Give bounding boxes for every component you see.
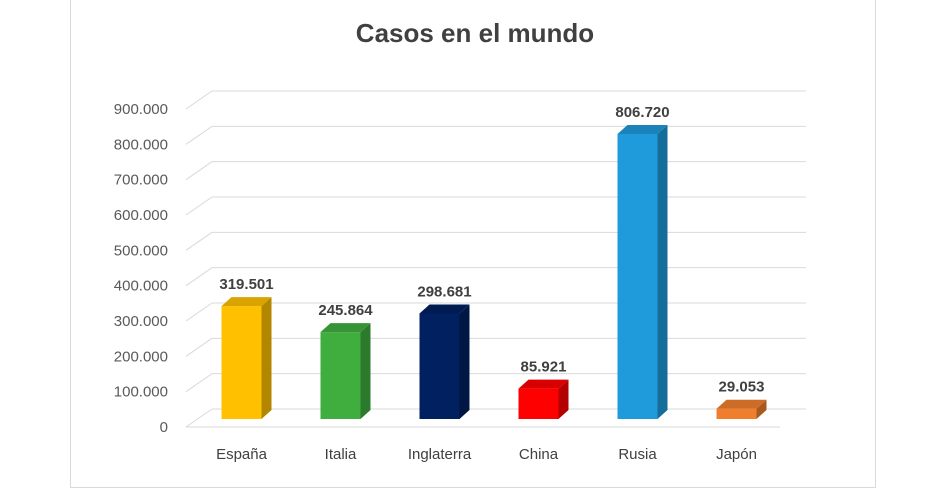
bar bbox=[617, 124, 668, 420]
bar-front bbox=[221, 306, 262, 419]
y-tick-label: 600.000 bbox=[114, 207, 168, 224]
y-tick-label: 700.000 bbox=[114, 172, 168, 189]
data-label: 319.501 bbox=[219, 276, 273, 293]
chart-title: Casos en el mundo bbox=[355, 18, 595, 48]
data-label: 806.720 bbox=[615, 104, 669, 121]
y-tick-label: 200.000 bbox=[114, 348, 168, 365]
bar-top bbox=[617, 124, 668, 134]
bar-front bbox=[617, 133, 658, 420]
y-tick-label: 500.000 bbox=[114, 242, 168, 259]
y-tick-label: 800.000 bbox=[114, 136, 168, 153]
gridline-side bbox=[185, 302, 213, 322]
bar-top bbox=[419, 304, 470, 314]
data-label: 298.681 bbox=[417, 283, 471, 300]
bar-side bbox=[657, 124, 668, 420]
gridline-side bbox=[185, 408, 213, 428]
category-label: China bbox=[519, 446, 559, 463]
bar-front bbox=[320, 332, 361, 419]
bar-side bbox=[459, 304, 470, 419]
category-label: Rusia bbox=[618, 446, 657, 463]
bar bbox=[419, 304, 470, 419]
y-axis-ticks: 0 100.000 200.000 300.000 400.000 500.000 600.… bbox=[114, 101, 168, 436]
bar-side bbox=[261, 297, 272, 419]
bar-front bbox=[419, 313, 460, 419]
gridline-side bbox=[185, 196, 213, 216]
y-tick-label: 900.000 bbox=[114, 101, 168, 118]
bar-top bbox=[320, 323, 371, 333]
gridline-side bbox=[185, 125, 213, 145]
bar bbox=[716, 399, 767, 419]
y-tick-label: 300.000 bbox=[114, 313, 168, 330]
category-label: Italia bbox=[325, 446, 357, 463]
y-tick-label: 0 bbox=[160, 419, 168, 436]
bar-side bbox=[360, 323, 371, 419]
gridline-side bbox=[185, 231, 213, 251]
gridlines bbox=[185, 90, 806, 428]
bar bbox=[221, 297, 272, 419]
category-label: España bbox=[216, 446, 268, 463]
category-label: Japón bbox=[716, 446, 757, 463]
data-label: 85.921 bbox=[521, 359, 567, 376]
bar-side bbox=[558, 379, 569, 419]
gridline-side bbox=[185, 337, 213, 357]
gridline-side bbox=[185, 373, 213, 393]
bar-top bbox=[716, 399, 767, 409]
bar-side bbox=[756, 399, 767, 419]
bar-top bbox=[221, 297, 272, 307]
bar-front bbox=[518, 388, 559, 419]
bar-front bbox=[716, 408, 757, 419]
bar bbox=[320, 323, 371, 419]
category-labels: España Italia Inglaterra China Rusia Japón bbox=[216, 446, 757, 463]
gridline-side bbox=[185, 90, 213, 110]
y-tick-label: 400.000 bbox=[114, 278, 168, 295]
category-label: Inglaterra bbox=[408, 446, 472, 463]
data-label: 245.864 bbox=[318, 302, 373, 319]
bar bbox=[518, 379, 569, 419]
data-label: 29.053 bbox=[719, 379, 765, 396]
bar-top bbox=[518, 379, 569, 389]
bars bbox=[221, 124, 767, 420]
gridline-side bbox=[185, 267, 213, 287]
data-labels: 319.501 245.864 298.681 85.921 806.720 29.053 bbox=[219, 104, 764, 396]
y-tick-label: 100.000 bbox=[114, 384, 168, 401]
gridline-side bbox=[185, 161, 213, 181]
